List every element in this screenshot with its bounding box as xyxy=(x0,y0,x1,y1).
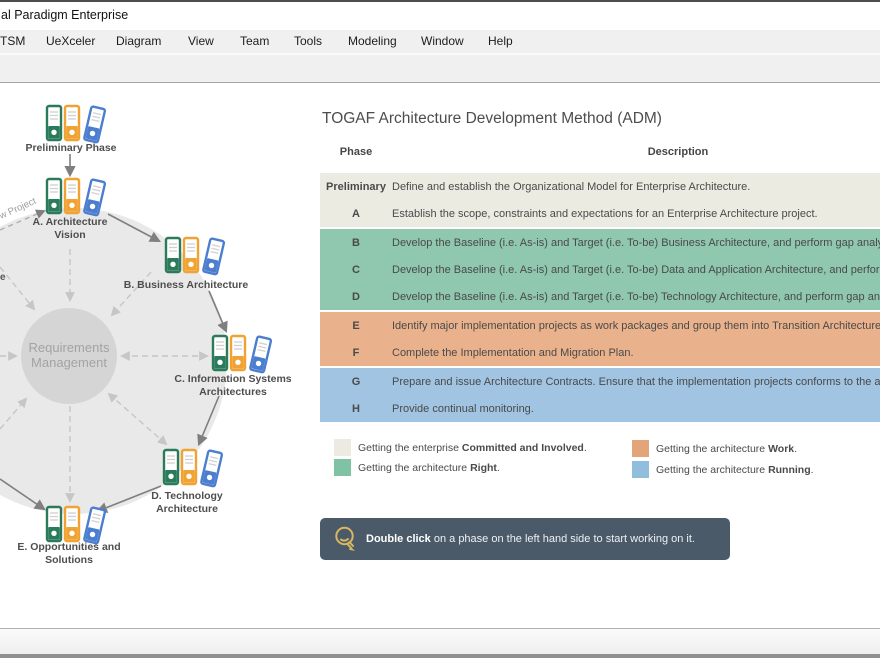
window-top-border xyxy=(0,0,880,2)
group-work: E Identify major implementation projects… xyxy=(320,312,880,366)
svg-text:Management: Management xyxy=(31,355,107,370)
menu-item-help[interactable]: Help xyxy=(488,34,513,48)
phase-cell: C xyxy=(352,263,360,276)
description-cell: Complete the Implementation and Migratio… xyxy=(392,346,634,359)
legend-swatch-work xyxy=(632,440,649,457)
tip-banner: Double click on a phase on the left hand… xyxy=(320,518,730,560)
description-cell: Establish the scope, constraints and exp… xyxy=(392,207,818,220)
phase-flow-arrows xyxy=(0,154,228,513)
binders-icon xyxy=(166,238,224,275)
binders-icon xyxy=(47,507,105,544)
binders-icon xyxy=(164,450,222,487)
phase-cell: G xyxy=(351,375,361,388)
svg-text:E. Opportunities and: E. Opportunities and xyxy=(17,541,120,553)
page-title: TOGAF Architecture Development Method (A… xyxy=(322,110,662,127)
lightbulb-icon xyxy=(335,526,355,551)
requirements-management-hub[interactable]: Requirements Management xyxy=(21,308,117,404)
svg-text:A. Architecture: A. Architecture xyxy=(33,216,108,228)
legend-item-running: Getting the architecture Running. xyxy=(656,464,814,476)
description-cell: Prepare and issue Architecture Contracts… xyxy=(392,375,880,388)
menu-item-window[interactable]: Window xyxy=(421,34,464,48)
menu-item-view[interactable]: View xyxy=(188,34,214,48)
column-header-description: Description xyxy=(647,146,709,158)
phase-e-opportunities-and-solutions[interactable]: E. Opportunities and Solutions xyxy=(17,507,121,566)
table-row: Preliminary Define and establish the Org… xyxy=(320,173,880,200)
status-bar xyxy=(0,628,880,658)
group-right: B Develop the Baseline (i.e. As-is) and … xyxy=(320,229,880,310)
phase-b-business-architecture[interactable]: B. Business Architecture xyxy=(124,238,249,291)
menu-item-diagram[interactable]: Diagram xyxy=(116,34,162,48)
phase-cell: D xyxy=(352,290,360,303)
description-cell: Develop the Baseline (i.e. As-is) and Ta… xyxy=(392,263,880,276)
table-row: D Develop the Baseline (i.e. As-is) and … xyxy=(320,283,880,310)
table-row: B Develop the Baseline (i.e. As-is) and … xyxy=(320,229,880,256)
group-committed: Preliminary Define and establish the Org… xyxy=(320,173,880,227)
phase-c-information-systems-architectures[interactable]: C. Information Systems Architectures xyxy=(174,336,292,398)
binders-icon xyxy=(213,336,271,373)
table-row: G Prepare and issue Architecture Contrac… xyxy=(320,368,880,395)
description-cell: Identify major implementation projects a… xyxy=(392,319,880,332)
table-row: C Develop the Baseline (i.e. As-is) and … xyxy=(320,256,880,283)
legend-swatch-right xyxy=(334,459,351,476)
legend-swatch-committed xyxy=(334,439,351,456)
binders-icon xyxy=(47,179,105,216)
description-cell: Develop the Baseline (i.e. As-is) and Ta… xyxy=(392,290,880,303)
legend-item-committed: Getting the enterprise Committed and Inv… xyxy=(358,442,587,454)
menu-item-modeling[interactable]: Modeling xyxy=(348,34,397,48)
svg-text:Requirements: Requirements xyxy=(29,340,110,355)
phase-preliminary[interactable]: Preliminary Phase xyxy=(25,106,117,154)
requirements-spokes xyxy=(0,249,209,503)
svg-text:Vision: Vision xyxy=(54,229,85,241)
description-cell: Define and establish the Organizational … xyxy=(392,180,751,193)
phase-a-architecture-vision[interactable]: A. Architecture Vision xyxy=(33,179,108,241)
column-header-phase: Phase xyxy=(339,146,373,158)
phase-table: Preliminary Define and establish the Org… xyxy=(320,173,880,424)
menu-item-tsm[interactable]: TSM xyxy=(0,34,26,48)
adm-cycle-diagram: w Project e Requirements Management Prel… xyxy=(0,85,292,566)
svg-text:B. Business Architecture: B. Business Architecture xyxy=(124,279,249,291)
phase-d-technology-architecture[interactable]: D. Technology Architecture xyxy=(151,450,223,515)
window-bottom-border xyxy=(0,654,880,658)
svg-text:Architecture: Architecture xyxy=(156,503,218,515)
toolbar xyxy=(0,55,880,83)
svg-text:Preliminary Phase: Preliminary Phase xyxy=(25,142,116,154)
description-cell: Develop the Baseline (i.e. As-is) and Ta… xyxy=(392,236,880,249)
table-row: E Identify major implementation projects… xyxy=(320,312,880,339)
svg-text:Solutions: Solutions xyxy=(45,554,93,566)
title-bar: al Paradigm Enterprise xyxy=(0,2,880,30)
legend-item-work: Getting the architecture Work. xyxy=(656,443,798,455)
binders-icon xyxy=(47,106,105,143)
table-row: A Establish the scope, constraints and e… xyxy=(320,200,880,227)
phase-cell: E xyxy=(352,319,360,332)
svg-text:D. Technology: D. Technology xyxy=(151,490,223,502)
legend-item-right: Getting the architecture Right. xyxy=(358,462,500,474)
table-row: H Provide continual monitoring. xyxy=(320,395,880,422)
menu-item-uexceler[interactable]: UeXceler xyxy=(46,34,96,48)
phase-cell: A xyxy=(352,207,360,220)
new-project-arrow xyxy=(0,209,46,231)
svg-text:C. Information Systems: C. Information Systems xyxy=(174,373,291,385)
phase-cell: F xyxy=(352,346,360,359)
menu-item-tools[interactable]: Tools xyxy=(294,34,323,48)
window-title: al Paradigm Enterprise xyxy=(1,8,129,22)
description-cell: Provide continual monitoring. xyxy=(392,402,534,415)
table-row: F Complete the Implementation and Migrat… xyxy=(320,339,880,366)
menu-bar: TSM UeXceler Diagram View Team Tools Mod… xyxy=(0,30,880,53)
menu-separator xyxy=(0,53,880,55)
tip-text: Double click on a phase on the left hand… xyxy=(366,533,695,545)
svg-text:Architectures: Architectures xyxy=(199,386,267,398)
phase-cell: H xyxy=(352,402,360,415)
phase-cell: B xyxy=(352,236,360,249)
group-running: G Prepare and issue Architecture Contrac… xyxy=(320,368,880,422)
phase-cell: Preliminary xyxy=(326,180,386,193)
edge-label-fragment: e xyxy=(0,272,6,283)
menu-item-team[interactable]: Team xyxy=(240,34,270,48)
legend-swatch-running xyxy=(632,461,649,478)
